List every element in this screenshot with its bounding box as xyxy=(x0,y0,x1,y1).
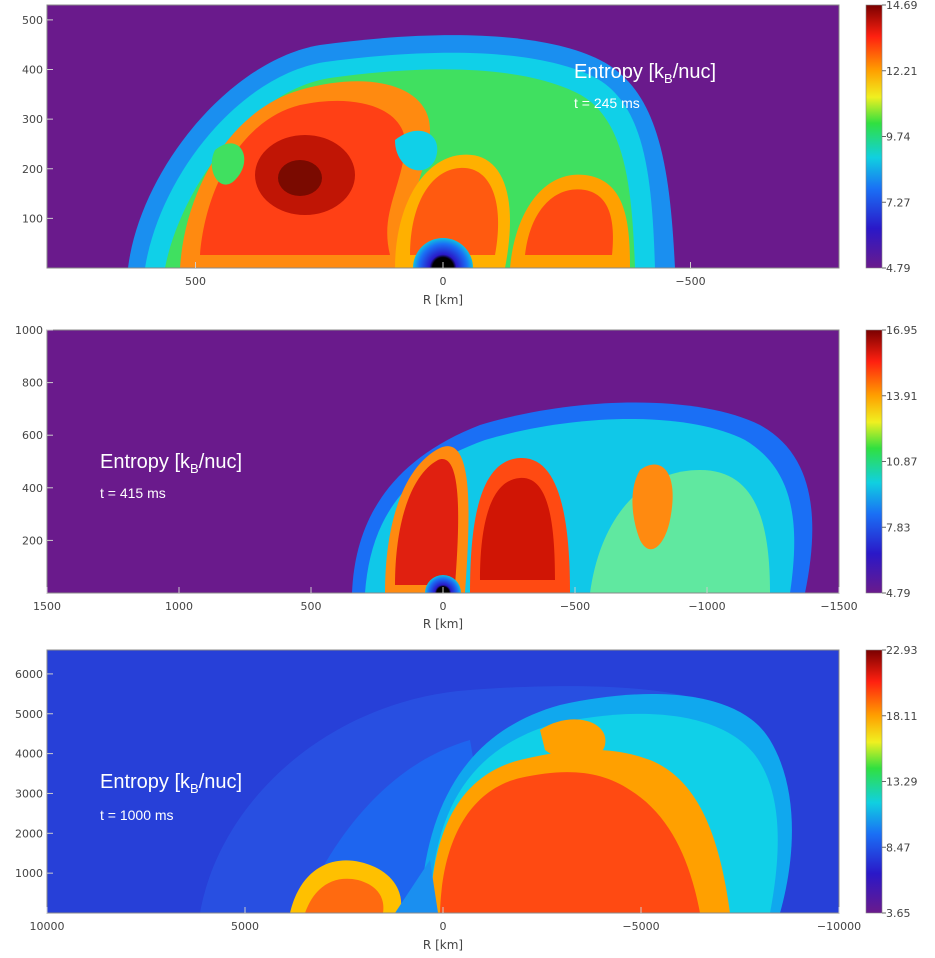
panel-2-yticks: 200 400 600 800 1000 xyxy=(15,324,53,547)
panel-3-colorbar-ticks: 22.93 18.11 13.29 8.47 3.65 xyxy=(882,644,918,920)
panel-1-xtick-label: 500 xyxy=(185,275,206,288)
panel-3-xticks: 10000 5000 0 −5000 −10000 xyxy=(30,907,861,933)
panel-1-title: Entropy [kB/nuc] xyxy=(574,61,716,86)
panel-1-time-label: t = 245 ms xyxy=(574,95,640,111)
panel-1-ytick-label: 500 xyxy=(22,14,43,27)
panel-2-ytick-label: 1000 xyxy=(15,324,43,337)
panel-1-colorbar-ticks: 14.69 12.21 9.74 7.27 4.79 xyxy=(882,0,918,275)
panel-1-ytick-label: 400 xyxy=(22,64,43,77)
panel-1-colorbar-tick-label: 14.69 xyxy=(886,0,918,12)
panel-2-colorbar-tick-label: 13.91 xyxy=(886,390,918,403)
panel-2-colorbar-ticks: 16.95 13.91 10.87 7.83 4.79 xyxy=(882,324,918,600)
panel-3-colorbar-tick-label: 13.29 xyxy=(886,776,918,789)
panel-1-colorbar xyxy=(865,4,883,269)
panel-1-xlabel: R [km] xyxy=(423,293,463,307)
panel-1-xtick-label: −500 xyxy=(675,275,705,288)
panel-3-colorbar-tick-label: 22.93 xyxy=(886,644,918,657)
panel-2-xtick-label: 500 xyxy=(301,600,322,613)
panel-3-xlabel: R [km] xyxy=(423,938,463,952)
panel-3-xtick-label: 10000 xyxy=(30,920,65,933)
panel-2-ytick-label: 200 xyxy=(22,534,43,547)
panel-3-colorbar-tick-label: 3.65 xyxy=(886,907,911,920)
panel-3-colorbar xyxy=(865,649,883,914)
panel-2-field xyxy=(352,402,813,593)
panel-3-ytick-label: 1000 xyxy=(15,867,43,880)
panel-2-ytick-label: 400 xyxy=(22,482,43,495)
panel-3-ytick-label: 6000 xyxy=(15,668,43,681)
panel-1-ytick-label: 100 xyxy=(22,212,43,225)
panel-2-ytick-label: 600 xyxy=(22,429,43,442)
panel-2-colorbar-tick-label: 16.95 xyxy=(886,324,918,337)
panel-3-yticks: 1000 2000 3000 4000 5000 6000 xyxy=(15,668,53,880)
panel-1-colorbar-tick-label: 7.27 xyxy=(886,196,911,209)
panel-3-colorbar-tick-label: 18.11 xyxy=(886,710,918,723)
panel-3-xtick-label: −5000 xyxy=(622,920,659,933)
panel-3-field xyxy=(200,686,792,913)
panel-3-colorbar-tick-label: 8.47 xyxy=(886,841,911,854)
panel-1-yticks: 100 200 300 400 500 xyxy=(22,14,53,225)
panel-2-xtick-label: −500 xyxy=(560,600,590,613)
panel-1-core xyxy=(413,238,473,268)
panel-2-xtick-label: 1000 xyxy=(165,600,193,613)
panel-1-ytick-label: 200 xyxy=(22,163,43,176)
panel-3-title: Entropy [kB/nuc] xyxy=(100,771,242,796)
panel-2-colorbar xyxy=(865,329,883,594)
panel-1-colorbar-tick-label: 9.74 xyxy=(886,131,911,144)
panel-1-colorbar-tick-label: 4.79 xyxy=(886,262,911,275)
panel-1-field xyxy=(128,35,675,268)
panel-2-xtick-label: 0 xyxy=(440,600,447,613)
panel-3-xtick-label: 5000 xyxy=(231,920,259,933)
panel-2-xticks: 1500 1000 500 0 −500 −1000 −1500 xyxy=(33,587,858,613)
panel-1-xticks: 500 0 −500 xyxy=(185,262,706,288)
panel-2-xtick-label: 1500 xyxy=(33,600,61,613)
panel-1: Entropy [kB/nuc] t = 245 ms R [km] 500 0 −… xyxy=(22,0,918,307)
panel-2-colorbar-tick-label: 7.83 xyxy=(886,521,911,534)
panel-2-colorbar-tick-label: 4.79 xyxy=(886,587,911,600)
panel-3-ytick-label: 4000 xyxy=(15,748,43,761)
panel-2-xtick-label: −1000 xyxy=(688,600,725,613)
panel-2-title: Entropy [kB/nuc] xyxy=(100,451,242,476)
panel-3-xtick-label: 0 xyxy=(440,920,447,933)
panel-1-xtick-label: 0 xyxy=(440,275,447,288)
panel-2-xtick-label: −1500 xyxy=(820,600,857,613)
panel-2-colorbar-tick-label: 10.87 xyxy=(886,456,918,469)
panel-2-time-label: t = 415 ms xyxy=(100,485,166,501)
panel-2-core xyxy=(425,575,461,593)
panel-3-xtick-label: −10000 xyxy=(817,920,861,933)
panel-3-time-label: t = 1000 ms xyxy=(100,807,174,823)
panel-1-ytick-label: 300 xyxy=(22,113,43,126)
panel-3-ytick-label: 2000 xyxy=(15,827,43,840)
panel-3: Entropy [kB/nuc] t = 1000 ms R [km] 1000… xyxy=(15,644,918,952)
panel-3-ytick-label: 5000 xyxy=(15,708,43,721)
panel-3-ytick-label: 3000 xyxy=(15,787,43,800)
panel-2: Entropy [kB/nuc] t = 415 ms R [km] 1500 1… xyxy=(15,324,918,631)
panel-2-ytick-label: 800 xyxy=(22,377,43,390)
panel-2-xlabel: R [km] xyxy=(423,617,463,631)
panel-1-colorbar-tick-label: 12.21 xyxy=(886,65,918,78)
